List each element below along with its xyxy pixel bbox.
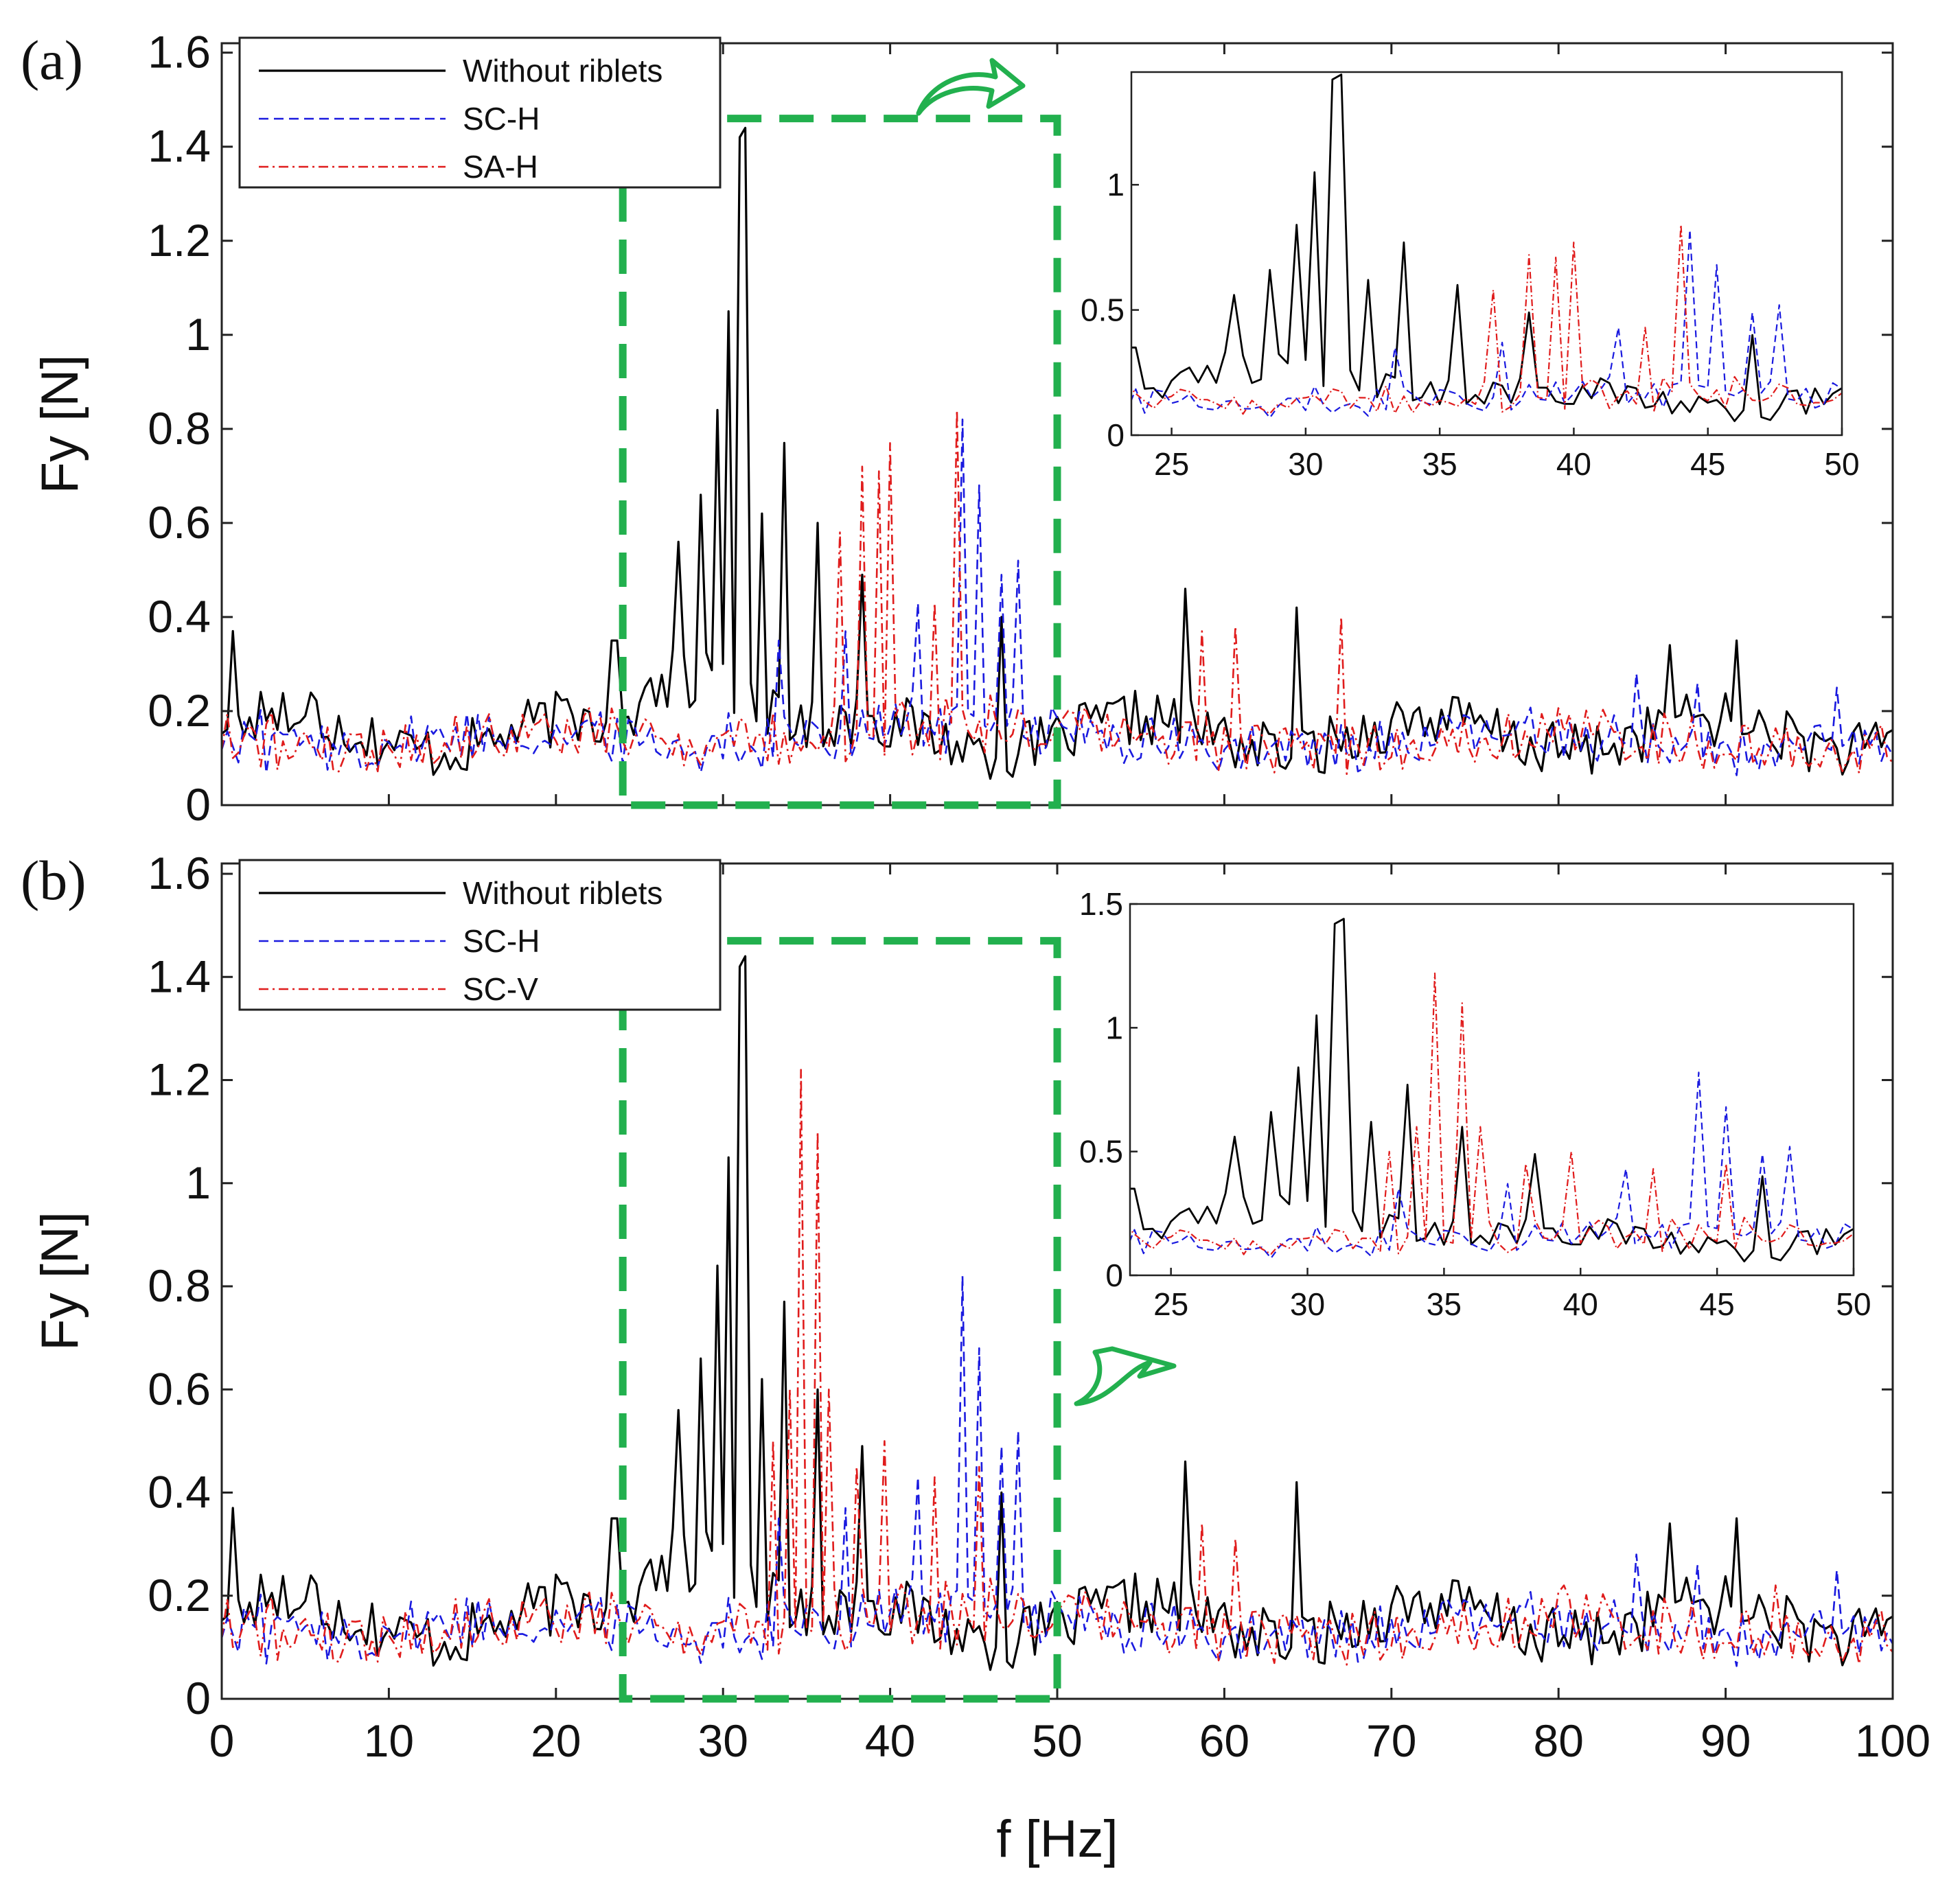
inset-background (1130, 904, 1854, 1275)
y-tick-label: 0.6 (148, 1363, 211, 1414)
y-tick-label: 0.8 (148, 1260, 211, 1311)
inset-frame (1130, 71, 1843, 437)
legend-label: Without riblets (463, 875, 662, 911)
inset-x-tick-label: 45 (1690, 446, 1725, 482)
series-line-sa-h (222, 409, 1893, 775)
inset-zoom-plot: 25 30 35 40 45 50 0 0.5 1 (1081, 71, 1860, 482)
y-axis-title: Fy [N] (31, 1211, 89, 1351)
legend-label: SA-H (463, 149, 538, 185)
inset-series-line (1131, 224, 1842, 415)
inset-y-tick-label: 0 (1105, 1257, 1123, 1293)
x-tick-label: 0 (209, 1715, 235, 1766)
y-tick-label: 1 (185, 309, 211, 360)
x-tick-label: 40 (865, 1715, 915, 1766)
y-tick-label: 0.4 (148, 591, 211, 642)
inset-x-tick-label: 45 (1700, 1286, 1735, 1322)
y-tick-label: 0.2 (148, 1570, 211, 1621)
panel-label: (a) (21, 29, 83, 91)
highlight-box (619, 937, 1061, 1703)
y-tick-label: 0 (185, 1673, 211, 1724)
panel-b-spectrum: 0 10 20 30 40 50 60 70 80 90 10000.20.40.60.811.21… (21, 848, 1930, 1766)
x-tick-label: 80 (1533, 1715, 1583, 1766)
inset-x-tick-label: 25 (1153, 1286, 1188, 1322)
x-tick-label: 70 (1366, 1715, 1416, 1766)
inset-x-tick-label: 50 (1836, 1286, 1871, 1322)
y-tick-label: 1.4 (148, 121, 211, 172)
curved-arrow-icon (1074, 1346, 1177, 1406)
y-tick-label: 1.4 (148, 951, 211, 1001)
inset-y-tick-label: 1 (1105, 1010, 1123, 1045)
x-tick-label: 60 (1199, 1715, 1249, 1766)
y-tick-label: 1.6 (148, 27, 211, 78)
inset-y-tick-label: 1.5 (1079, 886, 1123, 922)
x-tick-label: 90 (1700, 1715, 1751, 1766)
inset-y-tick-label: 0.5 (1081, 292, 1125, 328)
x-tick-label: 50 (1032, 1715, 1082, 1766)
panel-a-spectrum: 0 0.2 0.4 0.6 0.8 1 1.2 1.4 1.6 Fy [N] (a) Without … (21, 27, 1894, 830)
x-tick-label: 10 (364, 1715, 414, 1766)
inset-series-line (1130, 972, 1854, 1255)
curved-arrow-icon (916, 58, 1026, 116)
x-axis-title: f [Hz] (996, 1810, 1118, 1868)
inset-x-tick-label: 50 (1824, 446, 1859, 482)
y-tick-label: 0.6 (148, 497, 211, 548)
series-line-sc-h (222, 418, 1893, 776)
x-tick-label: 30 (697, 1715, 748, 1766)
inset-x-tick-label: 40 (1563, 1286, 1598, 1322)
inset-x-tick-label: 25 (1154, 446, 1189, 482)
y-tick-label: 0.4 (148, 1467, 211, 1518)
inset-x-tick-label: 35 (1422, 446, 1457, 482)
y-tick-label: 1.2 (148, 215, 211, 266)
legend-label: SC-H (463, 101, 540, 137)
y-tick-label: 1.6 (148, 848, 211, 898)
y-tick-label: 1.2 (148, 1054, 211, 1105)
highlight-box (619, 115, 1061, 809)
inset-x-tick-label: 30 (1290, 1286, 1325, 1322)
y-tick-label: 0.8 (148, 403, 211, 454)
inset-x-tick-label: 40 (1556, 446, 1591, 482)
legend-label: SC-V (463, 971, 538, 1007)
y-axis-title: Fy [N] (31, 355, 89, 494)
series-line-sc-h (222, 1275, 1893, 1667)
x-tick-label: 20 (531, 1715, 581, 1766)
legend-label: Without riblets (463, 53, 662, 89)
inset-y-tick-label: 0 (1107, 417, 1125, 453)
inset-frame (1129, 903, 1855, 1277)
y-tick-label: 1 (185, 1157, 211, 1208)
legend-box (238, 36, 722, 189)
x-tick-label: 100 (1855, 1715, 1930, 1766)
legend-label: SC-H (463, 923, 540, 959)
inset-background (1131, 72, 1842, 435)
legend-box (238, 859, 722, 1011)
inset-y-tick-label: 1 (1107, 167, 1125, 202)
y-tick-label: 0 (185, 779, 211, 830)
panel-label: (b) (21, 849, 87, 912)
inset-series-line (1131, 73, 1842, 422)
inset-x-tick-label: 35 (1427, 1286, 1462, 1322)
legend: Without riblets SC-H SC-V (238, 859, 722, 1011)
inset-x-tick-label: 30 (1288, 446, 1323, 482)
y-tick-label: 0.2 (148, 685, 211, 736)
legend: Without riblets SC-H SA-H (238, 36, 722, 189)
inset-y-tick-label: 0.5 (1079, 1134, 1123, 1170)
inset-zoom-plot: 25 30 35 40 45 50 0 0.5 1 1.5 (1079, 886, 1871, 1322)
